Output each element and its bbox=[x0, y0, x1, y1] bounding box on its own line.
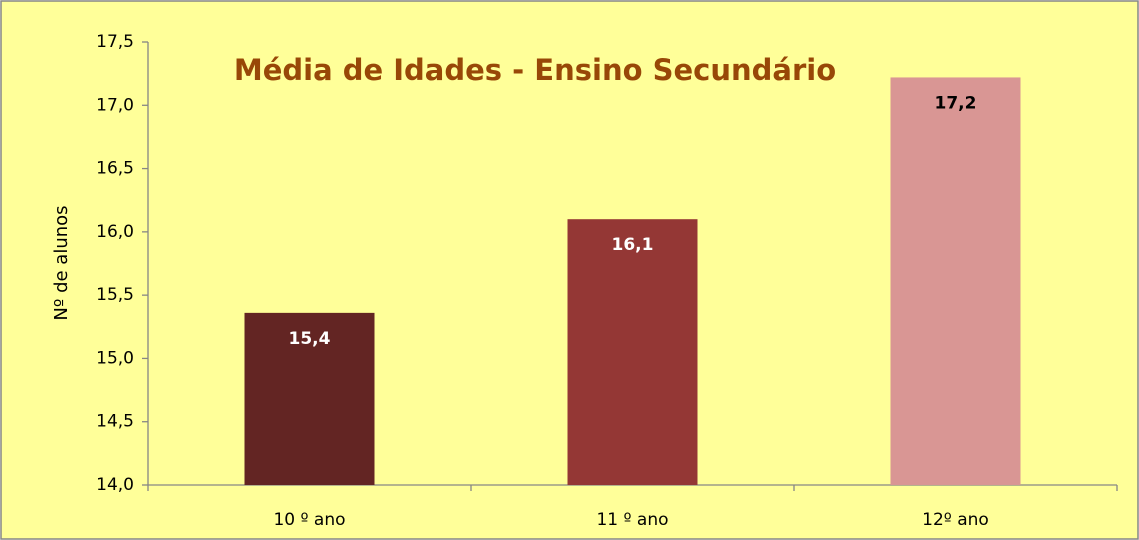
data-label: 17,2 bbox=[935, 93, 977, 113]
bar bbox=[890, 77, 1021, 485]
y-tick-label: 16,0 bbox=[96, 222, 134, 242]
y-tick-label: 17,5 bbox=[96, 32, 134, 52]
x-tick-label: 11 º ano bbox=[596, 510, 668, 530]
y-tick-label: 17,0 bbox=[96, 95, 134, 115]
y-tick-label: 15,0 bbox=[96, 348, 134, 368]
y-tick-label: 16,5 bbox=[96, 159, 134, 179]
x-tick-label: 10 º ano bbox=[273, 510, 345, 530]
bar bbox=[567, 219, 698, 485]
y-axis-label: Nº de alunos bbox=[51, 205, 72, 320]
chart-title: Média de Idades - Ensino Secundário bbox=[234, 53, 836, 87]
x-tick-label: 12º ano bbox=[922, 510, 989, 530]
bar bbox=[244, 312, 375, 485]
y-tick-label: 15,5 bbox=[96, 285, 134, 305]
y-tick-label: 14,5 bbox=[96, 412, 134, 432]
y-tick-label: 14,0 bbox=[96, 475, 134, 495]
data-label: 15,4 bbox=[289, 329, 331, 349]
data-label: 16,1 bbox=[612, 235, 654, 255]
